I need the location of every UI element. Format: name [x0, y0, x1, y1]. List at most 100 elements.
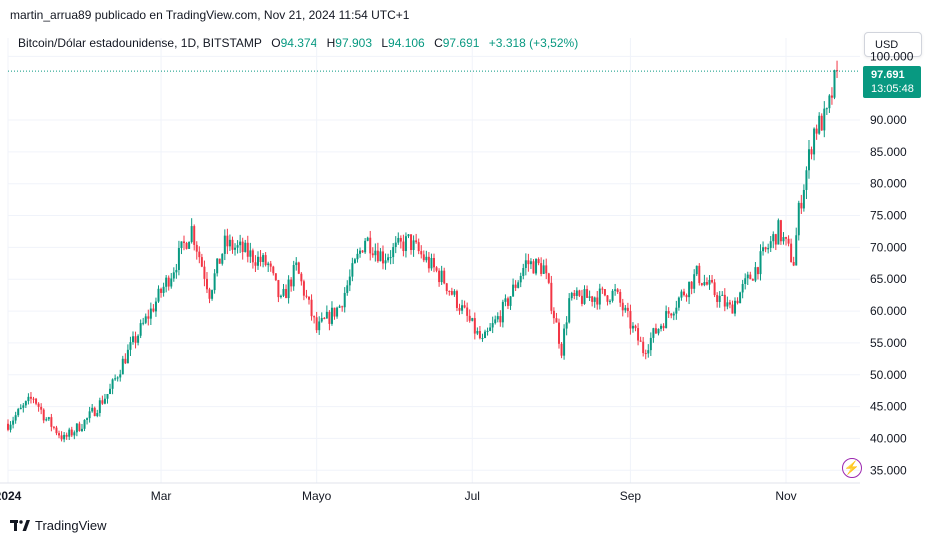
candle-body — [333, 307, 336, 317]
candle-body — [154, 301, 157, 312]
candle-body — [616, 289, 619, 292]
candle-body — [540, 263, 543, 274]
candle-body — [547, 273, 550, 283]
candle-body — [473, 318, 476, 334]
candle-body — [660, 325, 663, 329]
candle-body — [70, 429, 73, 436]
candle-body — [422, 254, 425, 261]
candle-body — [282, 288, 285, 296]
candle-body — [134, 336, 137, 343]
candle-body — [800, 202, 803, 209]
candle-body — [698, 265, 701, 284]
candle-body — [356, 253, 359, 260]
candle-body — [718, 295, 721, 302]
candle-body — [662, 325, 665, 329]
candle-body — [116, 377, 119, 379]
currency-button[interactable]: USD — [864, 32, 922, 57]
candle-body — [836, 70, 839, 72]
candle-body — [494, 319, 497, 324]
candle-body — [58, 433, 61, 436]
footer-brand[interactable]: TradingView — [10, 518, 107, 533]
candle-body — [142, 322, 145, 324]
candle-body — [425, 256, 428, 261]
candle-body — [63, 434, 66, 440]
y-tick-label: 50.000 — [870, 368, 907, 382]
candle-body — [193, 226, 196, 245]
candle-body — [542, 265, 545, 274]
candle-body — [591, 296, 594, 302]
candle-body — [392, 247, 395, 258]
candle-body — [381, 251, 384, 264]
candle-body — [244, 242, 247, 252]
candle-body — [471, 318, 474, 321]
symbol-title[interactable]: Bitcoin/Dólar estadounidense, 1D, BITSTA… — [18, 36, 262, 50]
candle-body — [285, 288, 288, 299]
candle-body — [40, 406, 43, 410]
candle-body — [236, 245, 239, 248]
flash-icon[interactable]: ⚡ — [842, 458, 862, 478]
candle-body — [565, 322, 568, 329]
candle-body — [478, 330, 481, 339]
candle-body — [277, 280, 280, 298]
candle-body — [348, 276, 351, 286]
last-price-tag: 97.691 13:05:48 — [863, 66, 921, 98]
candle-body — [557, 322, 560, 344]
candle-body — [256, 256, 259, 266]
candle-body — [688, 281, 691, 298]
candle-body — [609, 300, 612, 302]
candle-body — [218, 258, 221, 264]
symbol-legend: Bitcoin/Dólar estadounidense, 1D, BITSTA… — [18, 36, 584, 50]
x-tick-label: 2024 — [0, 489, 22, 503]
candle-body — [297, 262, 300, 274]
candle-body — [759, 251, 762, 275]
candle-body — [639, 340, 642, 342]
candle-body — [308, 296, 311, 300]
candle-body — [823, 108, 826, 131]
candle-body — [711, 279, 714, 283]
candle-body — [675, 307, 678, 314]
candle-body — [624, 307, 627, 311]
x-tick-label: Sep — [620, 489, 642, 503]
candle-body — [60, 435, 63, 440]
candle-body — [374, 250, 377, 256]
candle-body — [361, 250, 364, 253]
candle-body — [580, 295, 583, 304]
candle-body — [450, 291, 453, 295]
chart-grid — [7, 38, 860, 483]
candle-body — [440, 270, 443, 283]
candle-body — [328, 311, 331, 324]
y-tick-label: 75.000 — [870, 209, 907, 223]
candle-body — [292, 265, 295, 287]
candle-body — [519, 275, 522, 283]
candle-body — [468, 315, 471, 321]
candle-body — [269, 263, 272, 267]
candle-body — [35, 398, 38, 404]
candle-body — [593, 297, 596, 302]
y-tick-label: 35.000 — [870, 463, 907, 477]
candle-body — [682, 291, 685, 296]
candle-body — [139, 323, 142, 336]
candle-body — [251, 250, 254, 263]
candle-body — [17, 409, 20, 416]
candle-body — [121, 358, 124, 375]
candle-body — [795, 235, 798, 266]
candle-body — [550, 282, 553, 311]
candle-body — [198, 251, 201, 258]
candle-body — [555, 318, 558, 323]
candle-body — [583, 289, 586, 304]
candle-body — [427, 256, 430, 269]
candle-body — [262, 255, 265, 262]
y-tick-label: 70.000 — [870, 240, 907, 254]
candle-body — [527, 260, 530, 265]
candle-body — [517, 282, 520, 288]
candle-body — [506, 298, 509, 306]
candle-body — [754, 267, 757, 281]
candle-body — [167, 277, 170, 287]
candle-body — [318, 321, 321, 331]
candle-body — [83, 419, 86, 429]
candle-body — [98, 400, 101, 414]
candle-body — [486, 330, 489, 332]
candle-body — [665, 311, 668, 329]
candle-body — [300, 273, 303, 282]
